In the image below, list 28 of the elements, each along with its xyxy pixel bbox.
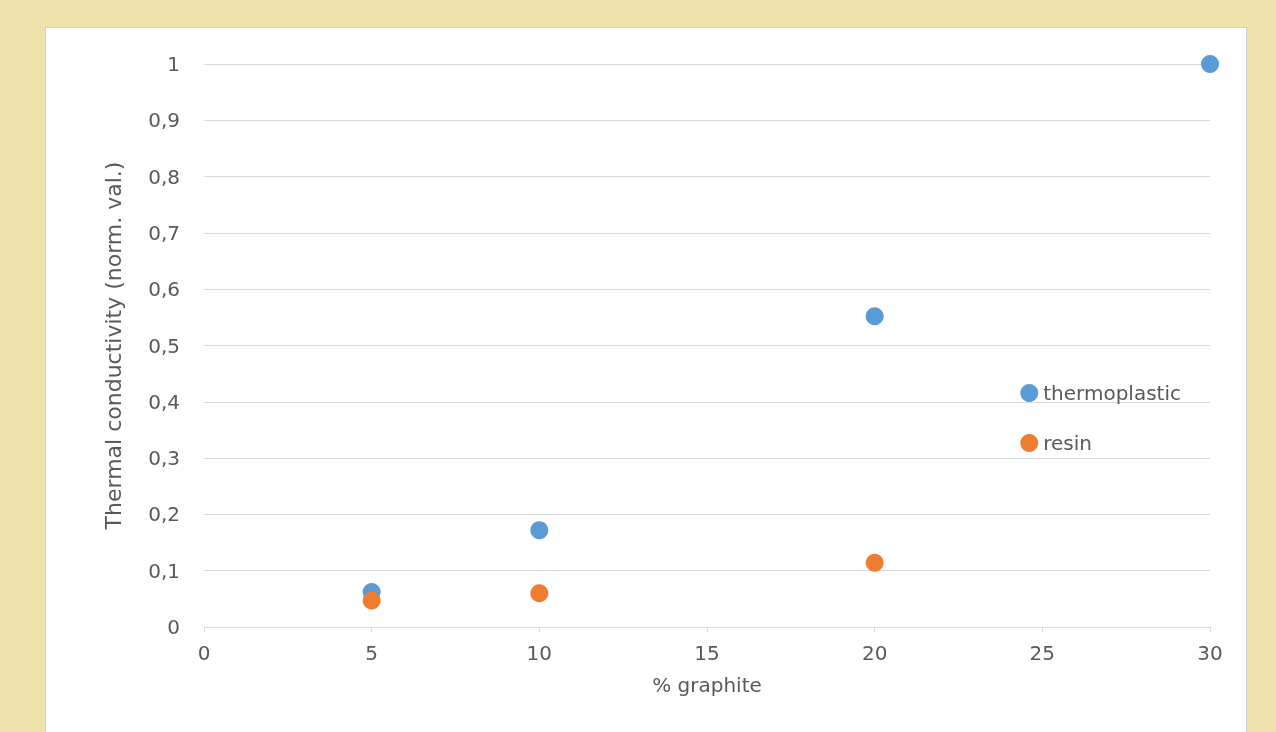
y-tick-label: 0: [167, 615, 180, 639]
point: [1201, 55, 1219, 73]
legend-label: resin: [1043, 431, 1093, 455]
legend-label: thermoplastic: [1043, 381, 1181, 405]
y-tick-label: 0,4: [148, 389, 180, 414]
y-tick-label: 0,8: [148, 164, 180, 189]
point: [530, 521, 549, 540]
y-tick-label: 0,9: [148, 108, 180, 133]
x-tick-label: 20: [861, 641, 888, 665]
x-axis-title: % graphite: [652, 673, 762, 697]
point: [530, 584, 549, 603]
y-tick-label: 0,1: [148, 558, 180, 583]
y-axis-title: Thermal conductivity (norm. val.): [100, 161, 126, 531]
x-tick-label: 0: [197, 641, 211, 665]
x-tick-label: 25: [1029, 641, 1056, 665]
y-tick-label: 0,6: [148, 277, 180, 302]
y-tick-label: 0,3: [148, 446, 180, 471]
point: [865, 307, 884, 326]
y-tick-label: 1: [167, 52, 180, 76]
x-tick-label: 30: [1197, 641, 1223, 665]
x-tick-label: 15: [694, 641, 720, 665]
x-tick-label: 10: [526, 641, 553, 665]
y-tick-label: 0,2: [148, 502, 180, 527]
x-tick-label: 5: [365, 641, 379, 665]
y-tick-label: 0,5: [148, 333, 180, 358]
point: [362, 591, 381, 610]
point: [865, 553, 884, 572]
y-tick-label: 0,7: [148, 220, 180, 245]
